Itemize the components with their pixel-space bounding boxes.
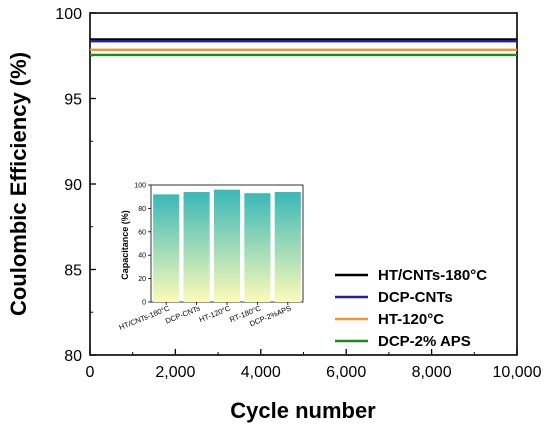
x-tick-label: 10,000	[493, 364, 542, 381]
y-tick-label: 90	[64, 177, 82, 194]
inset-bar	[153, 194, 180, 302]
inset-category-label: HT-120°C	[198, 303, 233, 324]
inset-bar	[183, 192, 210, 302]
x-axis-title: Cycle number	[230, 398, 376, 423]
plot-frame	[89, 12, 518, 356]
inset-y-tick-label: 60	[138, 229, 146, 236]
y-axis-title: Coulombic Efficiency (%)	[6, 52, 31, 316]
inset-bar	[274, 192, 301, 302]
inset-y-tick-label: 100	[134, 183, 146, 190]
inset-bars-group	[153, 189, 301, 302]
x-tick-label: 8,000	[412, 364, 452, 381]
inset-y-tick-label: 80	[138, 206, 146, 213]
inset-y-tick-label: 0	[142, 300, 146, 307]
y-tick-label: 95	[64, 92, 82, 109]
inset-bar	[244, 193, 271, 302]
y-tick-label: 80	[64, 348, 82, 365]
inset-y-tick-label: 20	[138, 276, 146, 283]
x-tick-label: 2,000	[155, 364, 195, 381]
inset-bar	[213, 189, 241, 302]
inset-category-label: DCP-CNTs	[164, 303, 202, 325]
inset-bar-chart: HT/CNTs-180°CDCP-CNTsHT-120°CRT-180°CDCP…	[118, 183, 304, 332]
inset-y-axis-title: Capacitance (%)	[120, 210, 130, 280]
y-tick-label: 100	[55, 6, 82, 23]
legend-label: HT/CNTs-180°C	[378, 267, 487, 284]
x-tick-label: 0	[86, 364, 95, 381]
legend-label: DCP-2% APS	[378, 333, 471, 350]
main-series-group	[90, 38, 517, 57]
inset-y-tick-label: 40	[138, 253, 146, 260]
y-tick-label: 85	[64, 263, 82, 280]
x-tick-label: 6,000	[326, 364, 366, 381]
legend: HT/CNTs-180°C DCP-CNTs HT-120°C DCP-2% APS	[335, 267, 487, 350]
legend-label: HT-120°C	[378, 311, 444, 328]
legend-label: DCP-CNTs	[378, 289, 453, 306]
x-tick-label: 4,000	[241, 364, 281, 381]
main-axis-ticks: 0 2,000 4,000 6,000 8,000 10,000 80 85 90 95 100	[55, 6, 541, 381]
